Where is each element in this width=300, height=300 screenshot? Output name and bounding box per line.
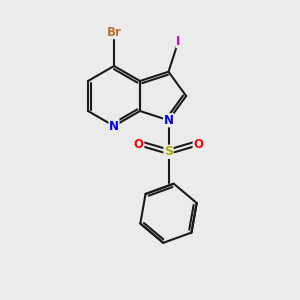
Text: S: S bbox=[164, 145, 173, 158]
Text: I: I bbox=[176, 35, 181, 48]
Text: N: N bbox=[109, 119, 119, 133]
Text: N: N bbox=[164, 114, 173, 127]
Text: O: O bbox=[193, 138, 203, 151]
Text: Br: Br bbox=[106, 26, 122, 39]
Text: O: O bbox=[134, 138, 144, 151]
